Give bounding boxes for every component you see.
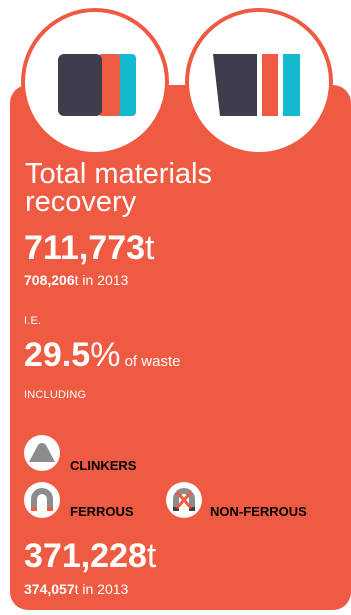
non-ferrous-label: NON-FERROUS: [210, 504, 307, 519]
clinker-icon: [24, 435, 60, 471]
including-label: INCLUDING: [24, 389, 87, 401]
ferrous-label: FERROUS: [70, 504, 134, 519]
materials-recovery-card: [10, 85, 351, 610]
materials-bin-icon: [185, 8, 333, 156]
metals-total-value: 371,228t: [24, 537, 157, 575]
previous-total: 708,206t in 2013: [24, 272, 129, 288]
total-recovery-value: 711,773t: [24, 229, 155, 267]
page-title: Total materials recovery: [25, 158, 212, 218]
ferrous-magnet-icon: [24, 482, 60, 518]
ie-label: I.E.: [24, 315, 42, 327]
materials-stack-icon: [21, 8, 169, 156]
clinkers-label: CLINKERS: [70, 458, 137, 473]
previous-metals: 374,057t in 2013: [24, 581, 129, 597]
non-ferrous-magnet-icon: [166, 482, 202, 518]
waste-percentage: 29.5% of waste: [24, 336, 181, 374]
